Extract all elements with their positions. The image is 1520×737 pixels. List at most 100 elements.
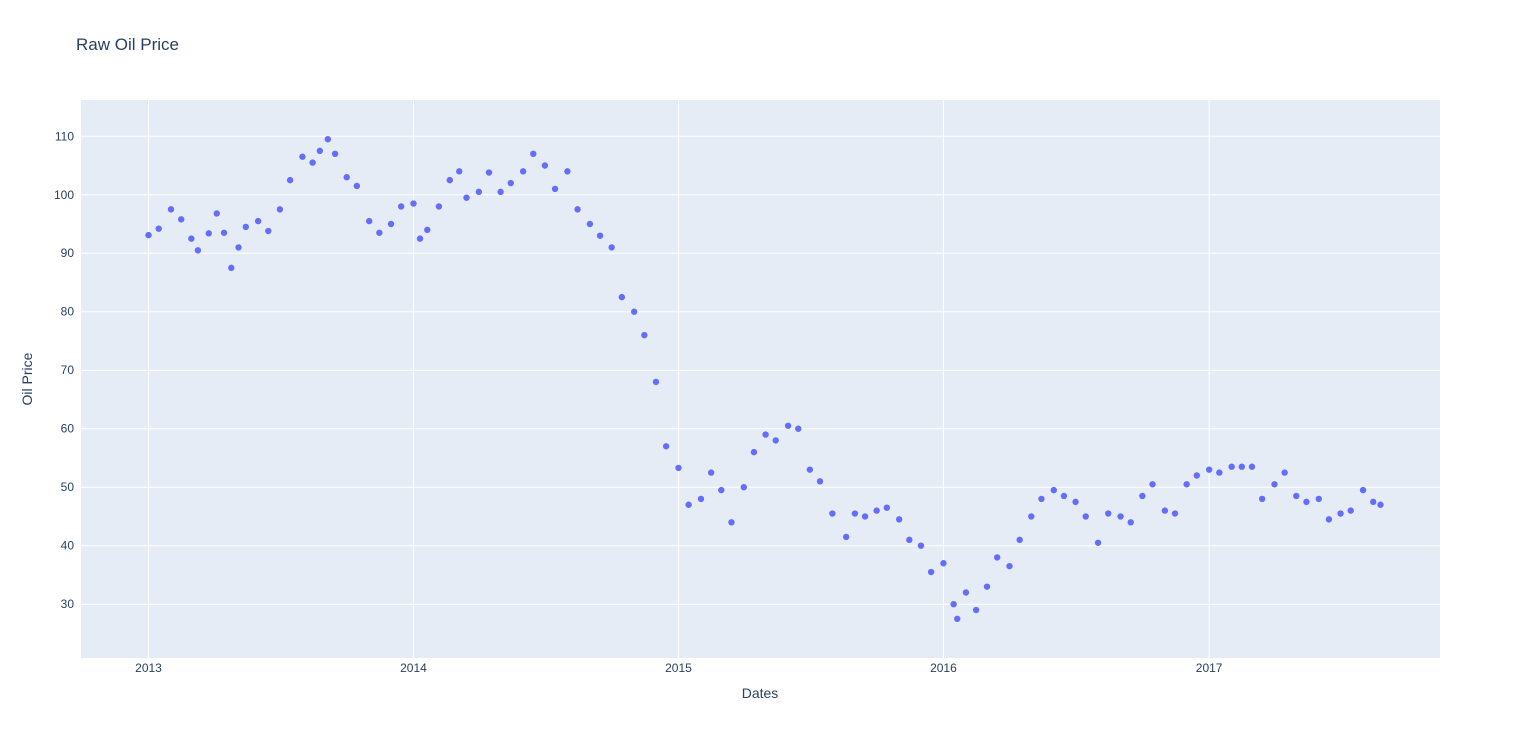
data-point [1248,463,1256,470]
data-point [1105,510,1112,517]
grid-lines [81,100,1440,658]
data-point [387,220,395,228]
data-point [1238,463,1246,470]
data-point [435,203,443,210]
data-point [1060,492,1068,500]
data-point [397,203,405,210]
data-point [608,244,615,251]
y-tick-label: 110 [55,129,74,143]
x-tick-label: 2015 [665,661,692,675]
data-point [718,486,725,494]
data-point [254,217,262,225]
data-point [316,147,324,155]
data-point [155,225,162,232]
y-tick-label: 40 [61,539,75,553]
data-point [685,501,692,508]
data-point [750,448,758,456]
data-point [740,484,748,491]
y-tick-label: 90 [61,246,75,260]
data-point [1094,539,1102,546]
data-point [1161,507,1169,514]
data-point [324,135,332,143]
data-point [652,378,660,386]
data-point [895,516,903,523]
data-point [564,168,571,175]
data-point [586,220,594,228]
data-point [1127,519,1134,526]
data-point [1337,510,1344,517]
data-points [145,135,1384,623]
data-point [497,188,504,196]
data-point [1228,463,1235,470]
data-point [675,464,682,472]
x-tick-label: 2013 [135,661,162,675]
x-tick-label: 2017 [1196,661,1223,675]
data-point [1303,498,1310,506]
y-tick-label: 70 [61,363,75,377]
data-point [1038,495,1045,503]
data-point [1082,513,1089,520]
data-point [1258,495,1266,503]
data-point [205,230,212,237]
data-point [188,235,195,242]
data-point [265,227,272,235]
data-point [475,188,483,196]
data-point [463,194,470,201]
y-tick-label: 50 [61,480,75,494]
y-tick-label: 100 [54,188,74,202]
data-point [795,425,802,432]
data-point [242,223,249,231]
data-point [1028,513,1035,520]
x-tick-label: 2014 [400,661,427,675]
data-point [596,232,604,239]
data-point [424,226,431,234]
data-point [1006,562,1013,570]
data-point [286,176,294,184]
data-point [416,235,424,242]
data-point [762,431,769,438]
data-point [194,247,202,254]
x-axis-title: Dates [742,685,779,701]
data-point [485,169,493,176]
data-point [772,437,779,444]
data-point [806,466,814,473]
data-point [551,185,559,193]
data-point [842,533,850,541]
data-point [1281,469,1288,476]
y-tick-label: 30 [61,597,75,611]
data-point [1359,486,1367,494]
data-point [962,589,970,596]
data-point [861,513,869,520]
data-point [410,200,417,207]
data-point [1072,498,1079,506]
data-point [276,206,284,213]
data-point [950,600,957,608]
data-point [917,542,925,549]
data-point [1325,516,1333,523]
data-point [1183,481,1190,488]
chart-title: Raw Oil Price [76,35,179,54]
data-point [343,174,350,181]
data-point [1117,513,1124,520]
data-point [1149,481,1156,488]
data-point [641,331,648,339]
data-point [1205,466,1213,473]
data-point [927,568,935,576]
data-point [541,162,549,169]
x-tick-label: 2016 [930,661,957,675]
data-point [177,216,185,223]
data-point [507,179,514,187]
data-point [851,510,859,517]
data-point [940,560,947,567]
data-point [906,536,913,544]
data-point [353,182,361,190]
data-point [983,583,991,590]
data-point [697,495,705,503]
data-point [1050,486,1057,494]
data-point [1377,501,1384,508]
data-point [299,153,306,160]
data-point [829,510,836,517]
data-point [972,606,980,614]
data-point [1171,510,1179,517]
data-point [707,469,715,476]
